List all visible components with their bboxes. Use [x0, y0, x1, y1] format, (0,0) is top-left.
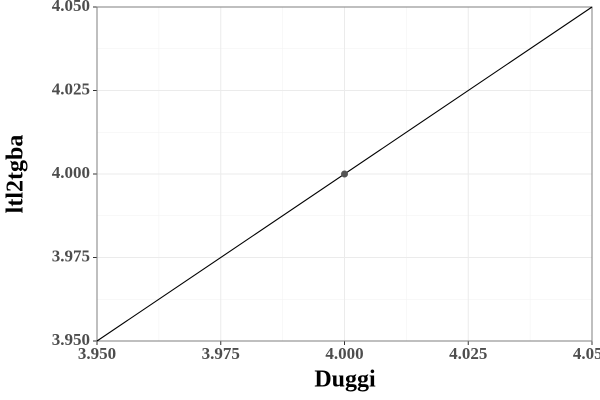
x-tick-label: 3.975: [202, 344, 240, 363]
x-tick-label: 4.050: [573, 344, 600, 363]
x-tick-label: 3.950: [78, 344, 116, 363]
y-tick-label: 4.050: [52, 0, 90, 15]
y-tick-label: 4.025: [52, 79, 90, 98]
panel-border: [96, 6, 593, 342]
x-tick-label: 4.000: [325, 344, 363, 363]
x-axis-title: Duggi: [314, 367, 376, 393]
y-axis-title: ltl2tgba: [3, 135, 29, 214]
y-tick-label: 3.950: [52, 330, 90, 349]
y-tick-label: 3.975: [52, 246, 90, 265]
y-tick-label: 4.000: [52, 163, 90, 182]
x-tick-label: 4.025: [449, 344, 487, 363]
point: [341, 170, 348, 178]
